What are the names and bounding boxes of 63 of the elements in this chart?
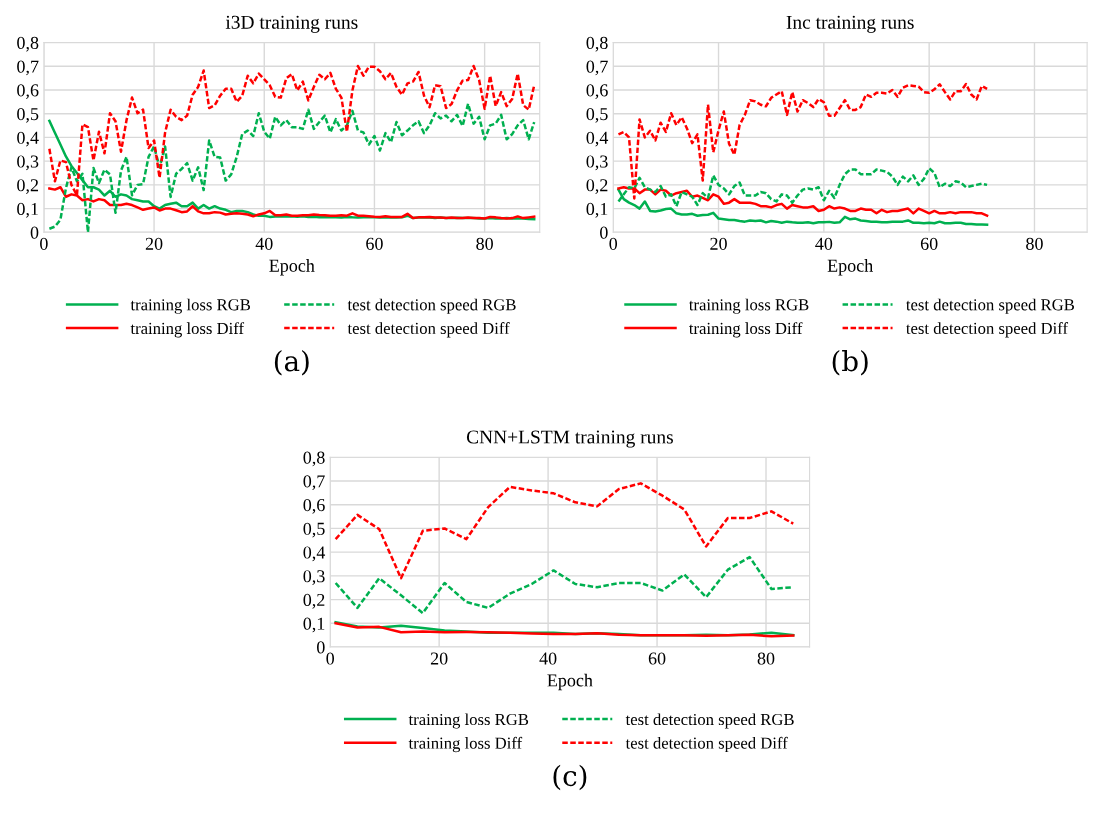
y-tick-label: 0,4 xyxy=(303,546,326,562)
y-tick-label: 0,7 xyxy=(303,475,325,491)
legend-label: training loss RGB xyxy=(408,713,529,729)
x-axis-title: Epoch xyxy=(827,259,873,276)
chart-title: Inc training runs xyxy=(786,15,914,33)
x-tick-label: 40 xyxy=(815,237,833,250)
x-tick-label: 20 xyxy=(145,237,163,250)
x-tick-label: 80 xyxy=(757,652,775,665)
x-axis-title: Epoch xyxy=(269,259,315,276)
y-tick-label: 0,6 xyxy=(17,84,39,100)
x-tick-label: 40 xyxy=(255,237,273,250)
chart-title: i3D training runs xyxy=(225,15,358,33)
x-tick-label: 80 xyxy=(1026,237,1043,250)
y-tick-label: 0,2 xyxy=(303,593,325,609)
text: (b) xyxy=(832,349,868,376)
y-tick-label: 0 xyxy=(317,641,325,654)
y-tick-label: 0,5 xyxy=(586,107,608,123)
y-tick-label: 0,4 xyxy=(17,131,39,147)
x-tick-label: 0 xyxy=(40,237,48,250)
x-tick-label: 60 xyxy=(648,652,666,665)
y-tick-label: 0,3 xyxy=(303,570,325,585)
x-tick-label: 60 xyxy=(366,237,383,250)
y-tick-label: 0 xyxy=(30,226,39,239)
x-tick-label: 40 xyxy=(539,652,557,665)
chart-title: CNN+LSTM training runs xyxy=(466,430,673,448)
x-tick-label: 60 xyxy=(920,237,938,250)
y-tick-label: 0,4 xyxy=(586,131,609,147)
x-tick-label: 0 xyxy=(609,237,618,250)
y-tick-label: 0,5 xyxy=(17,107,39,123)
legend-label: test detection speed Diff xyxy=(906,322,1069,338)
y-tick-label: 0,3 xyxy=(17,155,39,171)
x-axis-title: Epoch xyxy=(547,673,593,691)
y-tick-label: 0,6 xyxy=(586,84,608,100)
y-tick-label: 0,2 xyxy=(586,179,608,194)
x-tick-label: 20 xyxy=(430,652,448,665)
y-tick-label: 0,8 xyxy=(586,36,608,52)
y-tick-label: 0,3 xyxy=(586,155,608,171)
y-tick-label: 0,8 xyxy=(303,451,325,467)
y-tick-label: 0 xyxy=(600,226,608,239)
y-tick-label: 0,6 xyxy=(303,498,325,514)
legend-label: training loss Diff xyxy=(689,322,803,338)
y-tick-label: 0,7 xyxy=(586,60,608,76)
y-tick-label: 0,7 xyxy=(17,60,39,76)
legend-label: test detection speed Diff xyxy=(347,322,510,338)
y-tick-label: 0,2 xyxy=(17,179,39,194)
y-tick-label: 0,8 xyxy=(17,36,39,52)
text: (c) xyxy=(553,764,587,791)
y-tick-label: 0,5 xyxy=(303,522,325,538)
legend-label: test detection speed RGB xyxy=(347,298,516,314)
x-tick-label: 80 xyxy=(476,237,493,250)
legend-label: training loss Diff xyxy=(408,736,523,753)
legend-label: test detection speed Diff xyxy=(625,736,788,753)
y-tick-label: 0,1 xyxy=(586,202,608,218)
x-tick-label: 20 xyxy=(710,237,727,250)
legend-label: training loss RGB xyxy=(130,298,251,314)
legend-label: test detection speed RGB xyxy=(625,713,794,729)
legend-label: test detection speed RGB xyxy=(906,298,1075,314)
text: (a) xyxy=(274,349,309,376)
x-tick-label: 0 xyxy=(326,652,335,665)
y-tick-label: 0,1 xyxy=(17,202,38,218)
y-tick-label: 0,1 xyxy=(303,617,325,633)
legend-label: training loss Diff xyxy=(130,322,245,338)
legend-label: training loss RGB xyxy=(689,298,809,314)
